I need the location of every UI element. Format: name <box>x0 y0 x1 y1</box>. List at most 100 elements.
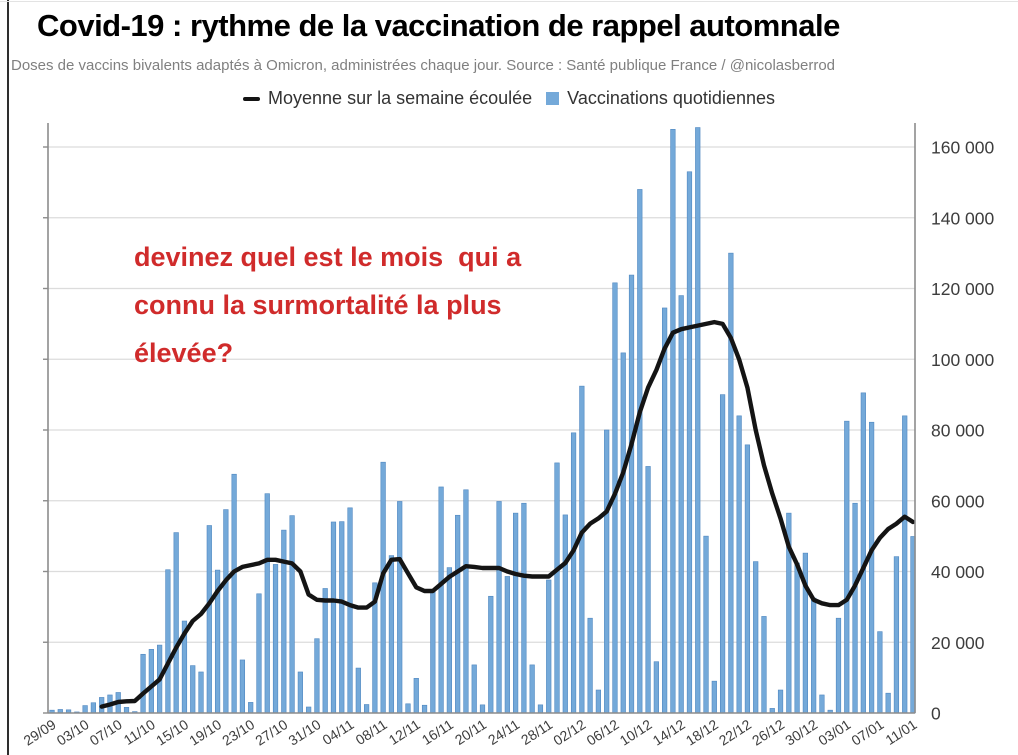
bar-10/10 <box>140 653 146 714</box>
bar-14/10 <box>173 532 179 714</box>
bar-03/12 <box>587 617 593 714</box>
x-tick-label: 08/11 <box>353 716 390 748</box>
bar-23/11 <box>504 576 510 714</box>
bar-02/01 <box>835 617 842 714</box>
legend-item-average: Moyenne sur la semaine écoulée <box>243 88 532 109</box>
bar-11/12 <box>653 661 659 714</box>
bar-29/10 <box>297 671 303 714</box>
bar-30/12 <box>811 597 817 714</box>
bar-10/12 <box>645 466 651 714</box>
y-tick-label: 20 000 <box>931 633 985 653</box>
bar-15/11 <box>438 486 444 714</box>
x-tick-label: 14/12 <box>650 716 688 749</box>
bar-24/12 <box>761 616 767 714</box>
bar-04/01 <box>852 502 858 714</box>
y-tick-label: 160 000 <box>931 138 995 158</box>
x-tick-label: 06/12 <box>584 716 622 749</box>
x-tick-label: 16/11 <box>419 716 456 748</box>
bar-09/12 <box>637 189 643 714</box>
bar-22/12 <box>744 444 751 714</box>
bar-16/11 <box>446 567 452 714</box>
bar-19/11 <box>471 664 477 714</box>
x-tick-label: 23/10 <box>219 716 257 749</box>
legend-average-label: Moyenne sur la semaine écoulée <box>268 88 533 108</box>
bar-13/10 <box>165 569 171 714</box>
bar-03/01 <box>844 420 850 714</box>
bar-04/11 <box>347 507 353 714</box>
bar-01/11 <box>322 588 328 714</box>
x-tick-label: 04/11 <box>319 716 356 748</box>
bar-01/12 <box>570 432 577 714</box>
bar-20/12 <box>728 252 734 714</box>
bar-08/10 <box>123 707 130 714</box>
x-tick-label: 24/11 <box>485 716 522 748</box>
x-tick-label: 27/10 <box>252 716 290 749</box>
bar-07/01 <box>877 631 883 714</box>
annotation-line-1: devinez quel est le mois qui a <box>134 242 522 272</box>
bar-14/11 <box>430 590 436 714</box>
bar-22/11 <box>496 501 502 714</box>
bar-20/11 <box>479 704 486 714</box>
bar-12/11 <box>413 678 419 714</box>
x-tick-label: 19/10 <box>186 716 224 749</box>
bar-04/10 <box>90 702 96 714</box>
bar-08/01 <box>885 692 891 714</box>
bar-31/10 <box>314 638 320 714</box>
bar-18/12 <box>711 680 717 714</box>
bar-15/12 <box>686 171 693 714</box>
average-line <box>99 319 916 709</box>
bar-26/11 <box>529 664 535 714</box>
bar-11/10 <box>148 649 154 714</box>
y-tick-label: 120 000 <box>931 279 995 299</box>
y-tick-label: 80 000 <box>931 421 985 441</box>
bar-20/10 <box>223 509 229 714</box>
page-title: Covid-19 : rythme de la vaccination de r… <box>37 8 840 43</box>
daily-bars <box>49 127 916 714</box>
bar-07/12 <box>620 352 626 714</box>
bar-18/11 <box>463 489 469 714</box>
x-tick-label: 18/12 <box>683 716 721 749</box>
bar-24/10 <box>256 593 262 714</box>
y-tick-label: 100 000 <box>931 350 995 370</box>
bar-05/12 <box>604 429 610 714</box>
bar-25/10 <box>264 493 270 714</box>
x-tick-label: 11/01 <box>882 716 919 748</box>
x-tick-label: 22/12 <box>716 716 754 749</box>
annotation-text: devinez quel est le mois qui a connu la … <box>134 233 521 377</box>
annotation-line-3: élevée? <box>134 338 234 368</box>
bar-08/12 <box>628 274 635 714</box>
bar-09/01 <box>893 556 900 714</box>
bar-31/12 <box>819 694 825 714</box>
bar-21/10 <box>231 473 237 714</box>
x-tick-label: 20/11 <box>452 716 489 748</box>
y-tick-label: 0 <box>931 704 941 724</box>
bar-03/11 <box>339 521 345 714</box>
y-axis-labels: 0 20 000 40 000 60 000 80 000 100 000 120 000 1… <box>931 138 995 724</box>
x-tick-label: 02/12 <box>550 716 588 749</box>
x-tick-label: 30/12 <box>782 716 820 749</box>
bar-19/12 <box>719 394 726 714</box>
bar-27/11 <box>537 704 544 714</box>
average-line-swatch-icon <box>243 96 261 101</box>
x-tick-label: 31/10 <box>285 716 323 749</box>
bar-06/11 <box>363 704 370 714</box>
bar-17/11 <box>455 514 461 714</box>
bar-28/11 <box>546 579 552 714</box>
bar-27/10 <box>281 529 287 714</box>
bar-23/10 <box>248 702 254 714</box>
screen-left-border <box>7 0 9 755</box>
y-tick-label: 40 000 <box>931 562 985 582</box>
x-tick-label: 07/01 <box>848 716 886 749</box>
daily-bars-swatch-icon <box>546 92 560 105</box>
x-tick-label: 15/10 <box>153 716 191 749</box>
y-tick-label: 140 000 <box>931 208 995 228</box>
bar-28/10 <box>289 515 295 714</box>
bar-26/12 <box>777 689 784 714</box>
x-axis-labels: 29/0903/1007/1011/1015/1019/1023/1027/10… <box>21 716 920 749</box>
x-tick-label: 11/10 <box>121 716 158 748</box>
bar-26/10 <box>272 564 279 714</box>
axes <box>43 123 916 714</box>
annotation-line-2: connu la surmortalité la plus <box>134 290 502 320</box>
